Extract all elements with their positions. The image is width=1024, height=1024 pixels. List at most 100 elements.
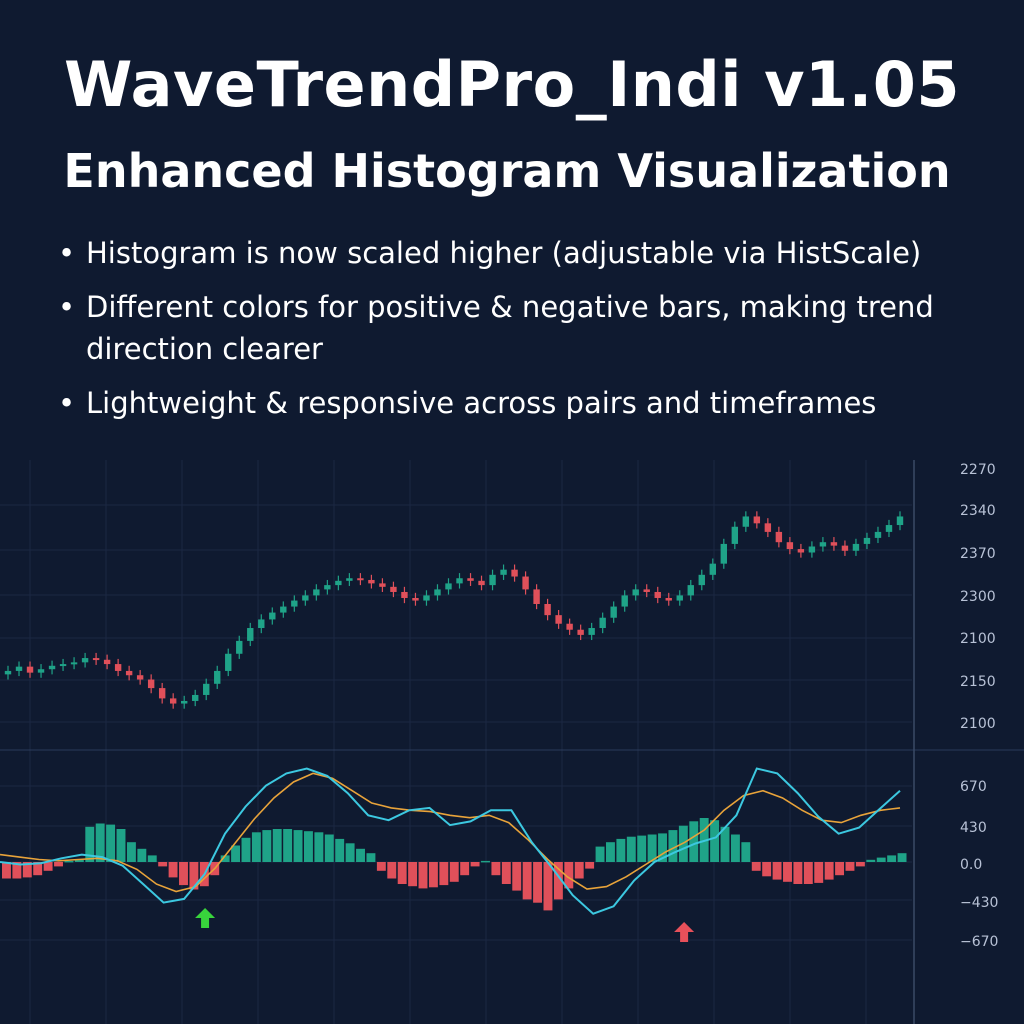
histogram-bar — [12, 862, 22, 879]
page-title: WaveTrendPro_Indi v1.05 — [63, 48, 961, 121]
feature-item: • Histogram is now scaled higher (adjust… — [58, 232, 1008, 274]
candle-body — [214, 670, 221, 684]
candle-body — [511, 569, 518, 577]
histogram-bar — [668, 830, 678, 862]
candle-body — [786, 542, 794, 550]
histogram-bar — [335, 838, 345, 862]
histogram-bar — [74, 859, 84, 862]
candle-body — [456, 578, 463, 584]
histogram-bar — [543, 862, 553, 911]
candle-body — [180, 700, 188, 704]
candle-body — [346, 578, 353, 581]
histogram-bar — [179, 862, 188, 886]
histogram-bar — [887, 855, 897, 862]
feature-text: Histogram is now scaled higher (adjustab… — [86, 236, 922, 270]
candle-body — [841, 545, 849, 551]
histogram-bar — [356, 848, 365, 862]
candle-body — [874, 531, 882, 538]
histogram-bar — [824, 862, 834, 880]
candle-body — [136, 675, 144, 680]
candle-body — [896, 516, 904, 526]
histogram-bar — [866, 859, 876, 862]
candle-body — [753, 516, 761, 524]
buy-arrow-icon — [195, 908, 216, 928]
candle-body — [720, 543, 728, 564]
chart-grid — [0, 460, 1024, 1024]
histogram-bar — [658, 833, 667, 862]
candle-body — [500, 569, 507, 575]
histogram-bar — [855, 862, 865, 867]
histogram-bar — [324, 834, 334, 862]
histogram-bar — [241, 837, 251, 862]
candle-body — [324, 585, 331, 590]
candle-body — [687, 585, 694, 596]
candle-body — [808, 546, 816, 553]
candle-body — [467, 578, 474, 581]
histogram-bar — [595, 846, 605, 862]
candle-body — [48, 665, 56, 670]
candle-body — [280, 606, 287, 613]
price-tick-label: 2300 — [960, 589, 996, 605]
candle-body — [379, 583, 386, 587]
candle-body — [368, 579, 375, 584]
candle-body — [775, 531, 783, 543]
candle-body — [37, 669, 45, 673]
histogram-bar — [85, 826, 95, 862]
histogram-bar — [720, 826, 730, 862]
price-tick-label: 2100 — [960, 716, 996, 732]
candle-body — [401, 591, 408, 598]
histogram-bar — [616, 838, 626, 862]
price-tick-label: 2270 — [960, 462, 996, 478]
candle-body — [478, 580, 485, 586]
candle-body — [643, 589, 650, 592]
candle-body — [698, 574, 705, 586]
candle-body — [147, 679, 155, 689]
histogram-bar — [845, 862, 855, 871]
candle-body — [742, 516, 750, 527]
candle-body — [269, 612, 276, 620]
price-panel — [4, 511, 904, 709]
histogram-bar — [460, 862, 470, 876]
histogram-bar — [126, 842, 136, 862]
candle-body — [81, 658, 89, 663]
histogram-bar — [397, 862, 407, 884]
histogram-bar — [762, 862, 772, 877]
candle-body — [731, 526, 739, 544]
histogram-bar — [585, 862, 595, 869]
candle-body — [357, 578, 364, 581]
histogram-bar — [22, 862, 32, 878]
histogram-bar — [897, 853, 907, 862]
candle-body — [92, 658, 100, 661]
candle-body — [313, 589, 320, 596]
candle-body — [247, 628, 254, 641]
candle-body — [70, 662, 78, 665]
candle-body — [577, 629, 584, 635]
price-tick-label: 2340 — [960, 503, 996, 519]
candle-body — [819, 542, 827, 547]
oscillator-tick-label: 670 — [960, 779, 987, 795]
histogram-bar — [876, 857, 886, 862]
histogram-bar — [2, 862, 11, 879]
candle-body — [236, 640, 243, 654]
candle-body — [390, 586, 397, 592]
histogram-bar — [491, 862, 501, 876]
price-axis: 2270 2340 2370 2300 2100 2150 2100 670 430 0.0 −43… — [960, 462, 998, 950]
histogram-bar — [376, 862, 386, 871]
candle-body — [522, 576, 529, 590]
oscillator-panel — [0, 767, 907, 942]
histogram-bar — [470, 862, 480, 867]
histogram-bar — [730, 834, 740, 862]
candle-body — [676, 595, 683, 601]
candle-body — [423, 595, 430, 601]
histogram-bar — [251, 832, 261, 862]
histogram-bar — [220, 855, 230, 862]
candle-body — [632, 589, 639, 596]
histogram-bar — [64, 860, 74, 863]
price-tick-label: 2370 — [960, 546, 996, 562]
histogram-bar — [564, 862, 574, 889]
oscillator-tick-label: −430 — [960, 895, 998, 911]
histogram-bar — [741, 842, 751, 862]
candle-body — [203, 683, 210, 695]
candle-body — [599, 617, 606, 629]
wave-line — [0, 767, 901, 915]
